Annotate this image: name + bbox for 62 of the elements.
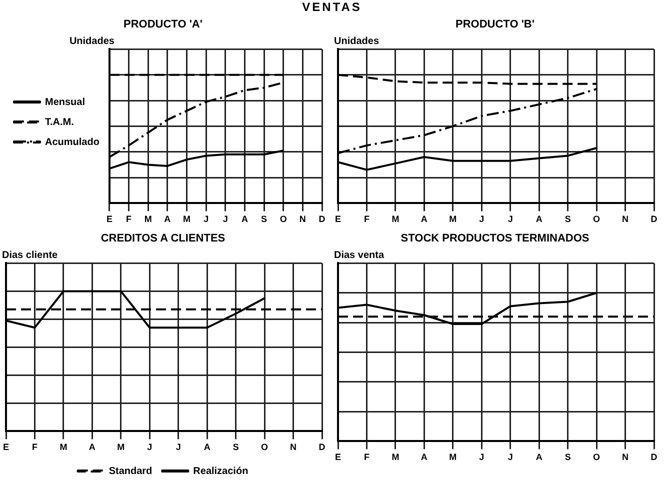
x-tick-label: A [420,214,428,224]
y-axis-title: Dias venta [334,250,384,261]
x-tick-label: M [60,442,68,452]
x-tick-label: M [449,452,457,462]
x-tick-label: S [564,214,571,224]
x-tick-label: N [622,452,629,462]
x-tick-label: J [147,442,152,452]
x-tick-label: O [593,452,600,462]
x-tick-label: A [536,452,543,462]
y-axis-title: Dias cliente [2,250,58,261]
chart-title: PRODUCTO 'B' [456,18,535,31]
legend-label: Realización [193,466,248,477]
x-tick-label: E [2,442,10,452]
x-tick-label: J [222,214,228,224]
x-tick-label: O [261,442,268,452]
x-tick-label: S [564,452,571,462]
x-tick-label: A [536,214,543,224]
x-tick-label: D [318,442,326,452]
x-tick-label: N [299,214,306,224]
x-tick-label: F [364,214,370,224]
x-tick-label: M [392,452,400,462]
x-tick-label: E [334,214,342,224]
x-tick-label: F [364,452,370,462]
x-tick-label: J [204,214,209,224]
x-tick-label: J [508,214,513,224]
x-tick-label: A [204,442,211,452]
x-tick-label: F [32,442,38,452]
x-tick-label: D [650,452,658,462]
x-tick-label: S [261,214,268,224]
x-tick-label: E [334,452,342,462]
legend-label: Acumulado [45,136,100,148]
y-axis-title: Unidades [69,36,115,47]
x-tick-label: M [392,214,400,224]
chart-title: VENTAS [301,0,363,14]
x-tick-label: N [622,214,629,224]
x-tick-label: M [117,442,125,452]
x-tick-label: S [232,442,239,452]
x-tick-label: D [650,214,658,224]
y-axis-title: Unidades [334,36,380,47]
x-tick-label: N [290,442,297,452]
legend-label: Mensual [45,96,86,108]
x-tick-label: E [106,214,112,224]
chart-title: CREDITOS A CLIENTES [100,232,226,245]
chart-subtitle: PRODUCTO 'A' [124,18,203,31]
x-tick-label: O [593,214,600,224]
x-tick-label: J [508,452,513,462]
x-tick-label: F [126,214,132,224]
x-tick-label: J [479,452,484,462]
x-tick-label: A [88,442,96,452]
x-tick-label: A [420,452,428,462]
legend-label: Standard [108,466,152,477]
x-tick-label: A [241,214,248,224]
x-tick-label: A [164,214,172,224]
x-tick-label: M [449,214,457,224]
x-tick-label: M [144,214,152,224]
x-tick-label: M [182,214,190,224]
chart-title: STOCK PRODUCTOS TERMINADOS [400,232,590,245]
x-tick-label: D [318,214,326,224]
legend-label: T.A.M. [45,116,74,128]
x-tick-label: O [280,214,287,224]
x-tick-label: J [479,214,484,224]
x-tick-label: J [176,442,181,452]
